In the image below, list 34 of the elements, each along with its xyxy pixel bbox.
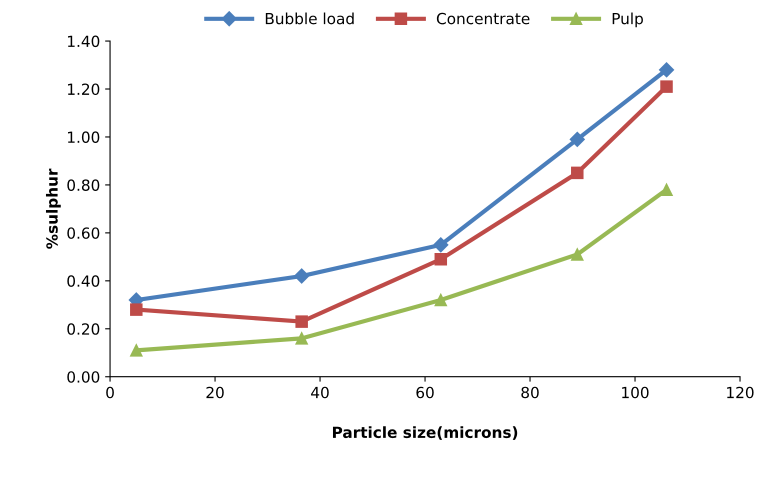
y-tick-label: 0.00 bbox=[67, 371, 100, 383]
point bbox=[571, 166, 584, 180]
x-axis-title: Particle size(microns) bbox=[332, 426, 518, 440]
x-tick-label: 120 bbox=[727, 386, 754, 398]
point bbox=[130, 344, 143, 357]
point bbox=[434, 253, 448, 266]
point bbox=[294, 268, 310, 284]
y-tick-label: 0.80 bbox=[67, 179, 100, 191]
legend-label: Pulp bbox=[612, 12, 643, 28]
y-tick-label: 1.40 bbox=[68, 36, 100, 48]
point bbox=[571, 248, 584, 261]
y-tick-label: 0.60 bbox=[67, 227, 100, 239]
point bbox=[295, 332, 308, 345]
y-tick-label: 1.00 bbox=[68, 131, 100, 143]
x-tick-label: 40 bbox=[311, 386, 329, 398]
legend-label: Concentrate bbox=[436, 12, 530, 24]
point bbox=[433, 237, 448, 252]
point bbox=[130, 303, 143, 316]
x-tick-label: 100 bbox=[622, 386, 649, 398]
legend-label: Bubble load bbox=[266, 12, 354, 24]
point bbox=[434, 294, 448, 306]
x-tick-label: 20 bbox=[206, 386, 224, 398]
x-tick-label: 0 bbox=[106, 386, 114, 398]
x-tick-label: 80 bbox=[521, 386, 539, 398]
x-tick-label: 60 bbox=[416, 386, 434, 398]
y-tick-label: 1.20 bbox=[68, 83, 100, 96]
point bbox=[295, 315, 308, 328]
y-tick-label: 0.40 bbox=[67, 275, 100, 287]
point bbox=[658, 62, 674, 78]
y-axis-title: %sulphur bbox=[46, 168, 61, 249]
point bbox=[660, 80, 673, 93]
point bbox=[570, 132, 585, 147]
point bbox=[660, 183, 673, 196]
y-tick-label: 0.20 bbox=[67, 323, 100, 335]
